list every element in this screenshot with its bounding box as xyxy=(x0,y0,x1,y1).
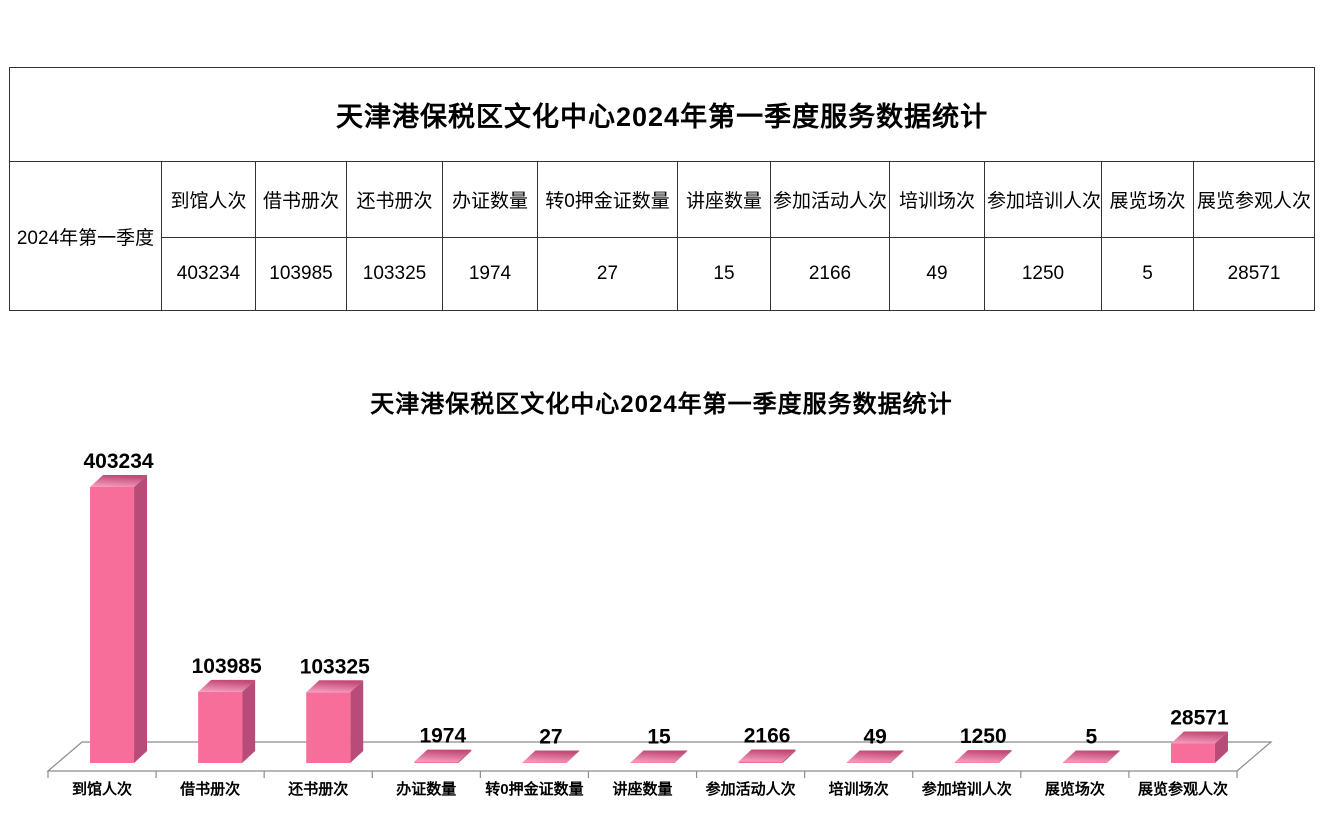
bar-front-face xyxy=(1170,743,1215,763)
bar-front-face xyxy=(198,691,243,763)
category-label: 参加活动人次 xyxy=(706,780,796,798)
bar-side-face xyxy=(1214,731,1228,763)
bar-top-face xyxy=(522,750,580,763)
bar-side-face xyxy=(350,680,364,763)
bar-value-label: 27 xyxy=(539,726,562,749)
bar-参加培训人次: 1250 xyxy=(954,725,1012,763)
bar-转0押金证数量: 27 xyxy=(522,726,580,763)
bar-value-label: 103325 xyxy=(300,655,370,678)
bar-side-face xyxy=(890,750,904,763)
header-cell: 到馆人次 xyxy=(161,161,256,238)
category-label: 还书册次 xyxy=(287,780,348,798)
bar-到馆人次: 403234 xyxy=(84,450,154,763)
table-title: 天津港保税区文化中心2024年第一季度服务数据统计 xyxy=(8,67,1316,162)
header-cell: 参加活动人次 xyxy=(770,161,890,238)
bar-top-face xyxy=(954,750,1012,763)
category-label: 办证数量 xyxy=(396,780,456,798)
bar-top-face xyxy=(1062,750,1120,763)
category-label: 参加培训人次 xyxy=(922,780,1012,798)
bar-top-face xyxy=(630,750,688,763)
bar-side-face xyxy=(1106,750,1120,763)
category-label: 转0押金证数量 xyxy=(485,780,583,798)
bar-培训场次: 49 xyxy=(846,726,904,763)
bar-side-face xyxy=(782,749,796,763)
bar-value-label: 103985 xyxy=(192,655,262,678)
bar-value-label: 1250 xyxy=(960,725,1007,748)
bar-side-face xyxy=(242,679,256,763)
bar-side-face xyxy=(458,749,472,763)
bar-讲座数量: 15 xyxy=(630,726,688,763)
bar-top-face xyxy=(306,680,364,693)
bar-value-label: 49 xyxy=(864,726,887,749)
value-cell: 403234 xyxy=(161,237,256,311)
bar-办证数量: 1974 xyxy=(414,725,472,763)
value-cell: 1250 xyxy=(984,237,1102,311)
bar-value-label: 5 xyxy=(1086,726,1098,749)
header-cell: 展览参观人次 xyxy=(1192,161,1316,238)
bar-value-label: 15 xyxy=(647,726,671,749)
bar-value-label: 28571 xyxy=(1170,706,1229,729)
header-cell: 培训场次 xyxy=(889,161,985,238)
bar-借书册次: 103985 xyxy=(192,655,262,763)
bar-side-face xyxy=(998,750,1012,763)
header-cell: 转0押金证数量 xyxy=(537,161,678,238)
bar-front-face xyxy=(414,761,459,763)
chart-title: 天津港保税区文化中心2024年第一季度服务数据统计 xyxy=(370,391,953,418)
row-label-cell: 2024年第一季度 xyxy=(9,161,162,311)
bar-参加活动人次: 2166 xyxy=(738,725,796,763)
category-label: 展览场次 xyxy=(1045,780,1105,798)
bar-top-face xyxy=(846,750,904,763)
table-title-row: 天津港保税区文化中心2024年第一季度服务数据统计 xyxy=(8,67,1316,162)
bar-top-face xyxy=(90,475,148,487)
bar-front-face xyxy=(630,762,675,763)
category-label: 到馆人次 xyxy=(72,780,132,798)
value-cell: 27 xyxy=(537,237,678,311)
value-row: 403234 103985 103325 1974 27 15 2166 49 1250 5 285… xyxy=(10,237,1316,311)
bar-top-face xyxy=(414,749,472,762)
header-cell: 展览场次 xyxy=(1101,161,1194,238)
header-cell: 参加培训人次 xyxy=(984,161,1102,238)
bar-front-face xyxy=(1062,762,1107,763)
category-label: 借书册次 xyxy=(179,780,240,798)
category-label: 展览参观人次 xyxy=(1138,780,1228,798)
bar-top-face xyxy=(1170,731,1228,744)
bar-top-face xyxy=(738,749,796,762)
header-cell: 办证数量 xyxy=(442,161,538,238)
value-cell: 49 xyxy=(889,237,985,311)
bar-展览参观人次: 28571 xyxy=(1170,706,1229,763)
header-cell: 讲座数量 xyxy=(677,161,771,238)
bar-top-face xyxy=(198,679,256,692)
bar-side-face xyxy=(674,750,688,763)
bar-front-face xyxy=(738,761,783,763)
bar-front-face xyxy=(306,692,351,763)
bar-side-face xyxy=(566,750,580,763)
bar-value-label: 403234 xyxy=(84,450,154,473)
bar-value-label: 2166 xyxy=(744,725,791,748)
bar-front-face xyxy=(522,762,567,763)
value-cell: 103985 xyxy=(255,237,347,311)
value-cell: 15 xyxy=(677,237,771,311)
bar-展览场次: 5 xyxy=(1062,726,1120,763)
category-label: 讲座数量 xyxy=(612,780,672,798)
chart-canvas: 403234 到馆人次 103985 借书册次 103325 还书册次 1974 办证数量 27… xyxy=(46,450,1273,798)
value-cell: 2166 xyxy=(770,237,890,311)
value-cell: 1974 xyxy=(442,237,538,311)
bar-还书册次: 103325 xyxy=(300,655,370,763)
bar-front-face xyxy=(954,762,999,763)
bar-side-face xyxy=(134,475,148,763)
stats-table: 天津港保税区文化中心2024年第一季度服务数据统计 2024年第一季度 到馆人次… xyxy=(8,67,1316,311)
header-cell: 还书册次 xyxy=(346,161,443,238)
value-cell: 28571 xyxy=(1192,237,1316,311)
bar-value-label: 1974 xyxy=(419,725,466,748)
header-cell: 借书册次 xyxy=(255,161,347,238)
bar-front-face xyxy=(90,487,135,763)
header-row: 2024年第一季度 到馆人次 借书册次 还书册次 办证数量 转0押金证数量 讲座数量 参加活… xyxy=(9,161,1316,311)
value-cell: 103325 xyxy=(346,237,443,311)
bar-front-face xyxy=(846,762,891,763)
value-cell: 5 xyxy=(1101,237,1194,311)
category-label: 培训场次 xyxy=(829,780,889,798)
